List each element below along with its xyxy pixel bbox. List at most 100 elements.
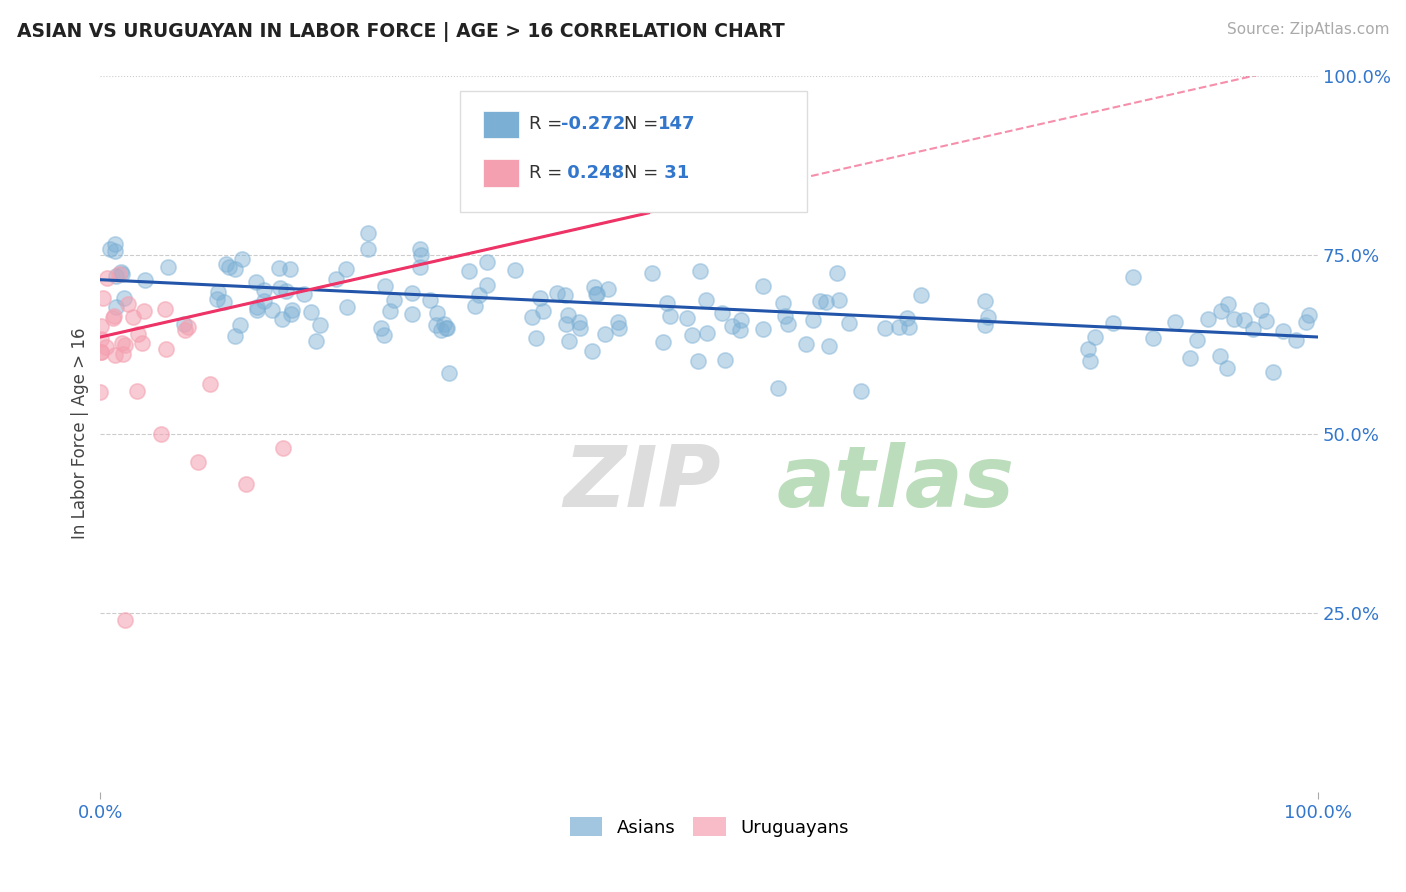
Text: R =: R =: [529, 115, 568, 133]
Point: [110, 265, 132, 279]
Point: [714, 353, 737, 368]
Point: [246, 300, 269, 314]
Point: [689, 264, 711, 278]
Point: [267, 261, 290, 276]
Point: [292, 287, 315, 301]
Point: [108, 267, 131, 281]
Point: [1101, 316, 1123, 330]
Point: [112, 291, 135, 305]
Point: [434, 321, 457, 335]
Point: [125, 384, 148, 398]
Point: [887, 319, 910, 334]
Point: [696, 326, 718, 340]
Point: [464, 299, 486, 313]
Point: [1216, 360, 1239, 375]
Legend: Asians, Uruguayans: Asians, Uruguayans: [562, 810, 856, 844]
Point: [752, 322, 775, 336]
Point: [898, 319, 921, 334]
Point: [675, 311, 697, 326]
Text: 31: 31: [658, 164, 689, 182]
Point: [1285, 334, 1308, 348]
Point: [1272, 324, 1295, 338]
Point: [567, 315, 589, 329]
Point: [751, 279, 773, 293]
Point: [524, 331, 547, 345]
Point: [90, 332, 112, 346]
Point: [1197, 311, 1219, 326]
Point: [155, 342, 177, 356]
Point: [224, 329, 246, 343]
Point: [1241, 322, 1264, 336]
Point: [838, 317, 860, 331]
Point: [1209, 349, 1232, 363]
Point: [111, 347, 134, 361]
Point: [212, 295, 235, 310]
Point: [271, 441, 294, 455]
Point: [1077, 342, 1099, 356]
Point: [768, 381, 790, 395]
Point: [569, 321, 592, 335]
Text: ZIP: ZIP: [564, 442, 721, 525]
Point: [114, 613, 136, 627]
Point: [1250, 302, 1272, 317]
Point: [384, 293, 406, 308]
Point: [522, 310, 544, 325]
Point: [215, 257, 238, 271]
Point: [281, 303, 304, 318]
Point: [695, 293, 717, 308]
Point: [231, 252, 253, 267]
Point: [409, 242, 432, 256]
Point: [127, 327, 149, 342]
Point: [177, 319, 200, 334]
Point: [280, 307, 302, 321]
Point: [280, 261, 302, 276]
Point: [458, 264, 481, 278]
Point: [336, 300, 359, 314]
Point: [503, 263, 526, 277]
Point: [475, 277, 498, 292]
FancyBboxPatch shape: [482, 160, 519, 186]
Point: [1218, 297, 1240, 311]
Point: [658, 309, 681, 323]
Text: atlas: atlas: [776, 442, 1014, 525]
Point: [554, 287, 576, 301]
Point: [817, 339, 839, 353]
Point: [104, 237, 127, 252]
Point: [378, 304, 401, 318]
Point: [475, 255, 498, 269]
Point: [89, 385, 111, 400]
Point: [187, 455, 209, 469]
Point: [174, 323, 197, 337]
Point: [111, 336, 134, 351]
Point: [801, 312, 824, 326]
Point: [730, 313, 752, 327]
Point: [101, 310, 124, 325]
Point: [401, 307, 423, 321]
Point: [607, 321, 630, 335]
Point: [1261, 365, 1284, 379]
Point: [1122, 269, 1144, 284]
Point: [558, 334, 581, 348]
Point: [430, 323, 453, 337]
Y-axis label: In Labor Force | Age > 16: In Labor Force | Age > 16: [72, 328, 89, 540]
Point: [90, 344, 112, 359]
Point: [974, 318, 997, 332]
Point: [218, 260, 240, 275]
Point: [357, 242, 380, 256]
Point: [728, 323, 751, 337]
Point: [1078, 354, 1101, 368]
Point: [557, 308, 579, 322]
Point: [357, 226, 380, 240]
Point: [433, 318, 456, 332]
Point: [269, 281, 291, 295]
Point: [153, 302, 176, 317]
Point: [173, 317, 195, 331]
Point: [585, 286, 607, 301]
Point: [1209, 304, 1232, 318]
Point: [96, 270, 118, 285]
Point: [773, 309, 796, 323]
Point: [309, 318, 332, 333]
Point: [114, 338, 136, 352]
Point: [253, 293, 276, 308]
Point: [370, 321, 392, 335]
